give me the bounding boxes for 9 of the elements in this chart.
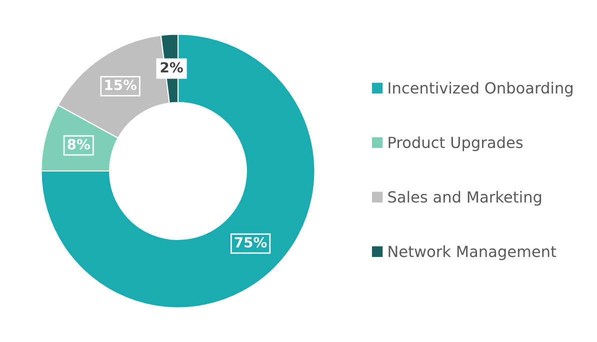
legend-label: Network Management [388, 245, 556, 260]
data-label: 75% [234, 237, 267, 248]
legend-label: Product Upgrades [388, 136, 523, 152]
data-label: 15% [105, 80, 137, 90]
data-label: 8% [68, 139, 90, 150]
legend-label: Sales and Marketing [388, 190, 542, 206]
donut-slice [40, 34, 316, 308]
data-label: 2% [160, 62, 183, 73]
legend-label: Incentivized Onboarding [388, 82, 572, 97]
